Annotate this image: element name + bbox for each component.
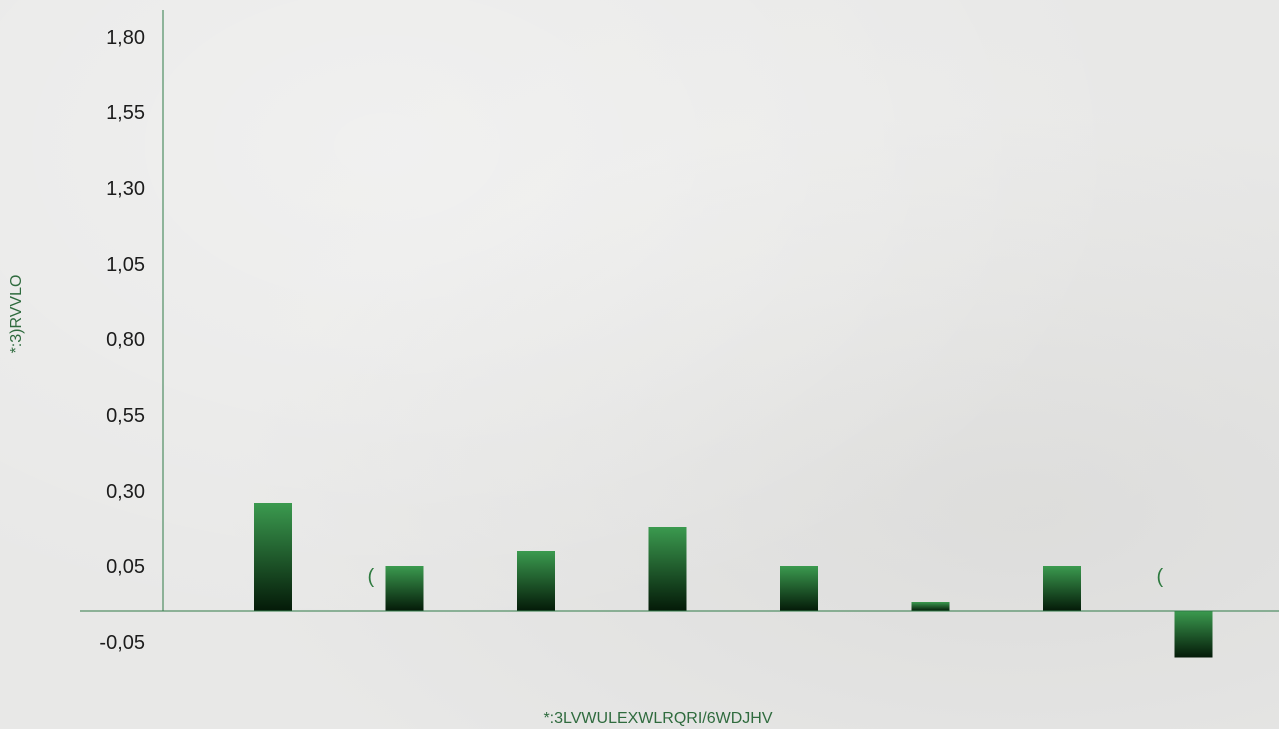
annotations: (( [368, 566, 1164, 588]
y-tick-label: 0,80 [106, 329, 145, 351]
bar [911, 602, 950, 611]
bar-annotation: ( [368, 566, 375, 588]
bar [517, 551, 555, 611]
bar [1043, 566, 1081, 611]
y-tick-label: 1,30 [106, 178, 145, 200]
y-tick-label: 0,55 [106, 405, 145, 427]
y-tick-label: 1,05 [106, 254, 145, 276]
bar [780, 566, 818, 611]
y-tick-label: 0,05 [106, 556, 145, 578]
bar [254, 503, 292, 611]
bar [1174, 611, 1213, 658]
bar [648, 527, 687, 611]
y-tick-label: 1,80 [106, 27, 145, 49]
y-tick-label: -0,05 [99, 632, 145, 654]
y-tick-label: 1,55 [106, 102, 145, 124]
bars [254, 503, 1213, 658]
x-axis-title: *:3LVWULEXWLRQRI/6WDJHV [543, 710, 772, 727]
bar-annotation: ( [1157, 566, 1164, 588]
y-axis-ticks: 1,80 1,55 1,30 1,05 0,80 0,55 0,30 0,05 -0,05 [99, 27, 145, 654]
y-tick-label: 0,30 [106, 481, 145, 503]
bar [385, 566, 424, 611]
y-axis-title: *:3)RVVLO [8, 275, 25, 354]
